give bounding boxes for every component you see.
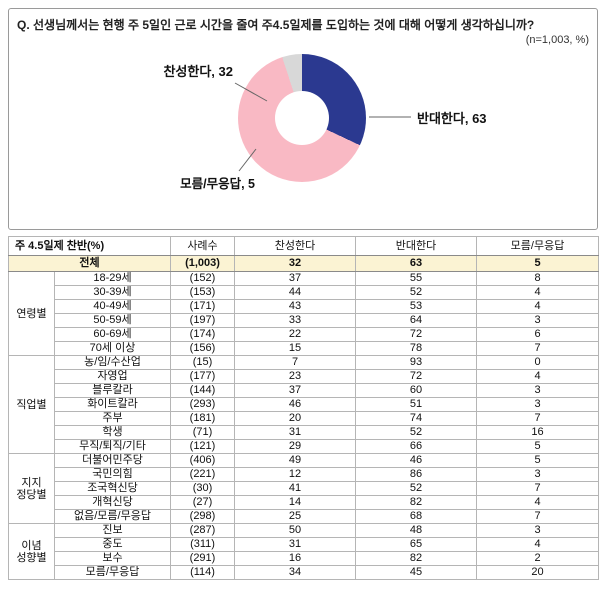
table-row: 자영업 (177) 23 72 4: [9, 369, 599, 384]
table-total-row: 전체 (1,003) 32 63 5: [8, 255, 599, 272]
table-header-row: 주 4.5일제 찬반(%) 사례수 찬성한다 반대한다 모름/무응답: [8, 236, 599, 256]
table-row: 60-69세 (174) 22 72 6: [9, 327, 599, 342]
table-row: 직업별 농/임/수산업 (15) 7 93 0: [8, 355, 599, 454]
table-row: 이념 성향별 진보 (287) 50 48 3: [8, 523, 599, 580]
table-row: 50-59세 (197) 33 64 3: [9, 313, 599, 328]
table-row: 조국혁신당 (30) 41 52 7: [9, 481, 599, 496]
table-row: 연령별 18-29세 (152) 37 55 8: [8, 271, 599, 356]
table-row: 모름/무응답 (114) 34 45 20: [9, 565, 599, 580]
table-row: 중도 (311) 31 65 4: [9, 537, 599, 552]
table-row: 블루칼라 (144) 37 60 3: [9, 383, 599, 398]
leader-lines: [234, 82, 411, 172]
table-row: 지지 정당별 더불어민주당 (406) 49 46 5: [8, 453, 599, 524]
table-row: 화이트칼라 (293) 46 51 3: [9, 397, 599, 412]
group-label: 직업별: [8, 355, 55, 454]
agree-leader-line: [234, 82, 268, 102]
col-header-samplesize: 사례수: [170, 236, 235, 256]
survey-chart-panel: Q. 선생님께서는 현행 주 5일인 근로 시간을 줄여 주4.5일제를 도입하…: [8, 8, 598, 230]
sample-size-note: (n=1,003, %): [525, 34, 589, 46]
donut-hole: [275, 91, 329, 145]
table-row: 개혁신당 (27) 14 82 4: [9, 495, 599, 510]
col-header-oppose: 반대한다: [355, 236, 477, 256]
donut-chart: [238, 54, 366, 182]
table-row: 40-49세 (171) 43 53 4: [9, 299, 599, 314]
crosstab-table: 주 4.5일제 찬반(%) 사례수 찬성한다 반대한다 모름/무응답 전체 (1,…: [8, 236, 599, 580]
table-row: 70세 이상 (156) 15 78 7: [9, 341, 599, 356]
group-label: 연령별: [8, 271, 55, 356]
col-header-dontknow: 모름/무응답: [476, 236, 599, 256]
table-row: 국민의힘 (221) 12 86 3: [9, 467, 599, 482]
col-header-breakdown: 주 4.5일제 찬반(%): [8, 236, 171, 256]
table-row: 없음/모름/무응답 (298) 25 68 7: [9, 509, 599, 524]
question-text: Q. 선생님께서는 현행 주 5일인 근로 시간을 줄여 주4.5일제를 도입하…: [17, 18, 535, 32]
dontknow-leader-line: [238, 148, 257, 172]
table-row: 30-39세 (153) 44 52 4: [9, 285, 599, 300]
chart-area: 찬성한다, 32 반대한다, 63 모름/무응답, 5: [17, 47, 589, 219]
oppose-slice-label: 반대한다, 63: [417, 111, 487, 126]
group-label: 지지 정당별: [8, 453, 55, 524]
table-row: 주부 (181) 20 74 7: [9, 411, 599, 426]
col-header-agree: 찬성한다: [234, 236, 356, 256]
group-label: 이념 성향별: [8, 523, 55, 580]
dontknow-slice-label: 모름/무응답, 5: [180, 177, 255, 191]
table-row: 무직/퇴직/기타 (121) 29 66 5: [9, 439, 599, 454]
table-row: 학생 (71) 31 52 16: [9, 425, 599, 440]
agree-slice-label: 찬성한다, 32: [163, 64, 233, 79]
table-row: 보수 (291) 16 82 2: [9, 551, 599, 566]
